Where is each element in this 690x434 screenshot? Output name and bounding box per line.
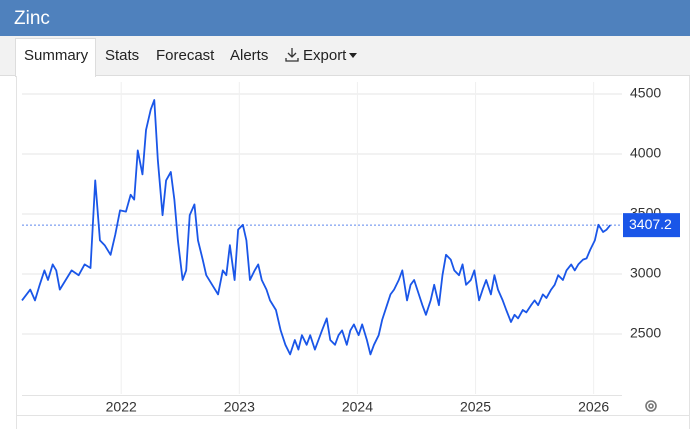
x-tick-label: 2026 bbox=[578, 399, 609, 415]
settings-icon[interactable] bbox=[645, 400, 657, 412]
x-tick-label: 2025 bbox=[460, 399, 491, 415]
tab[interactable]: Alerts bbox=[230, 47, 268, 64]
y-tick-label: 4000 bbox=[630, 145, 661, 161]
download-icon bbox=[285, 48, 299, 62]
active-tab[interactable] bbox=[15, 38, 96, 77]
header-title: Zinc bbox=[14, 8, 50, 29]
last-value-box bbox=[623, 213, 680, 238]
y-tick-label: 2500 bbox=[630, 325, 661, 341]
caret bbox=[349, 53, 357, 58]
x-tick-label: 2022 bbox=[106, 399, 137, 415]
tab[interactable]: Summary bbox=[24, 47, 89, 64]
tab[interactable]: Stats bbox=[105, 47, 139, 64]
last-value-label: 3407.2 bbox=[629, 216, 672, 232]
x-tick-label: 2023 bbox=[224, 399, 255, 415]
y-tick-label: 3000 bbox=[630, 265, 661, 281]
tab-bar bbox=[0, 36, 690, 76]
active-tab-gap bbox=[16, 74, 95, 78]
tab[interactable]: Forecast bbox=[156, 47, 215, 64]
price-line bbox=[21, 99, 611, 356]
header-bar bbox=[0, 0, 690, 36]
y-tick-label: 4500 bbox=[630, 85, 661, 101]
x-tick-label: 2024 bbox=[342, 399, 373, 415]
tab[interactable]: Export bbox=[303, 47, 347, 64]
